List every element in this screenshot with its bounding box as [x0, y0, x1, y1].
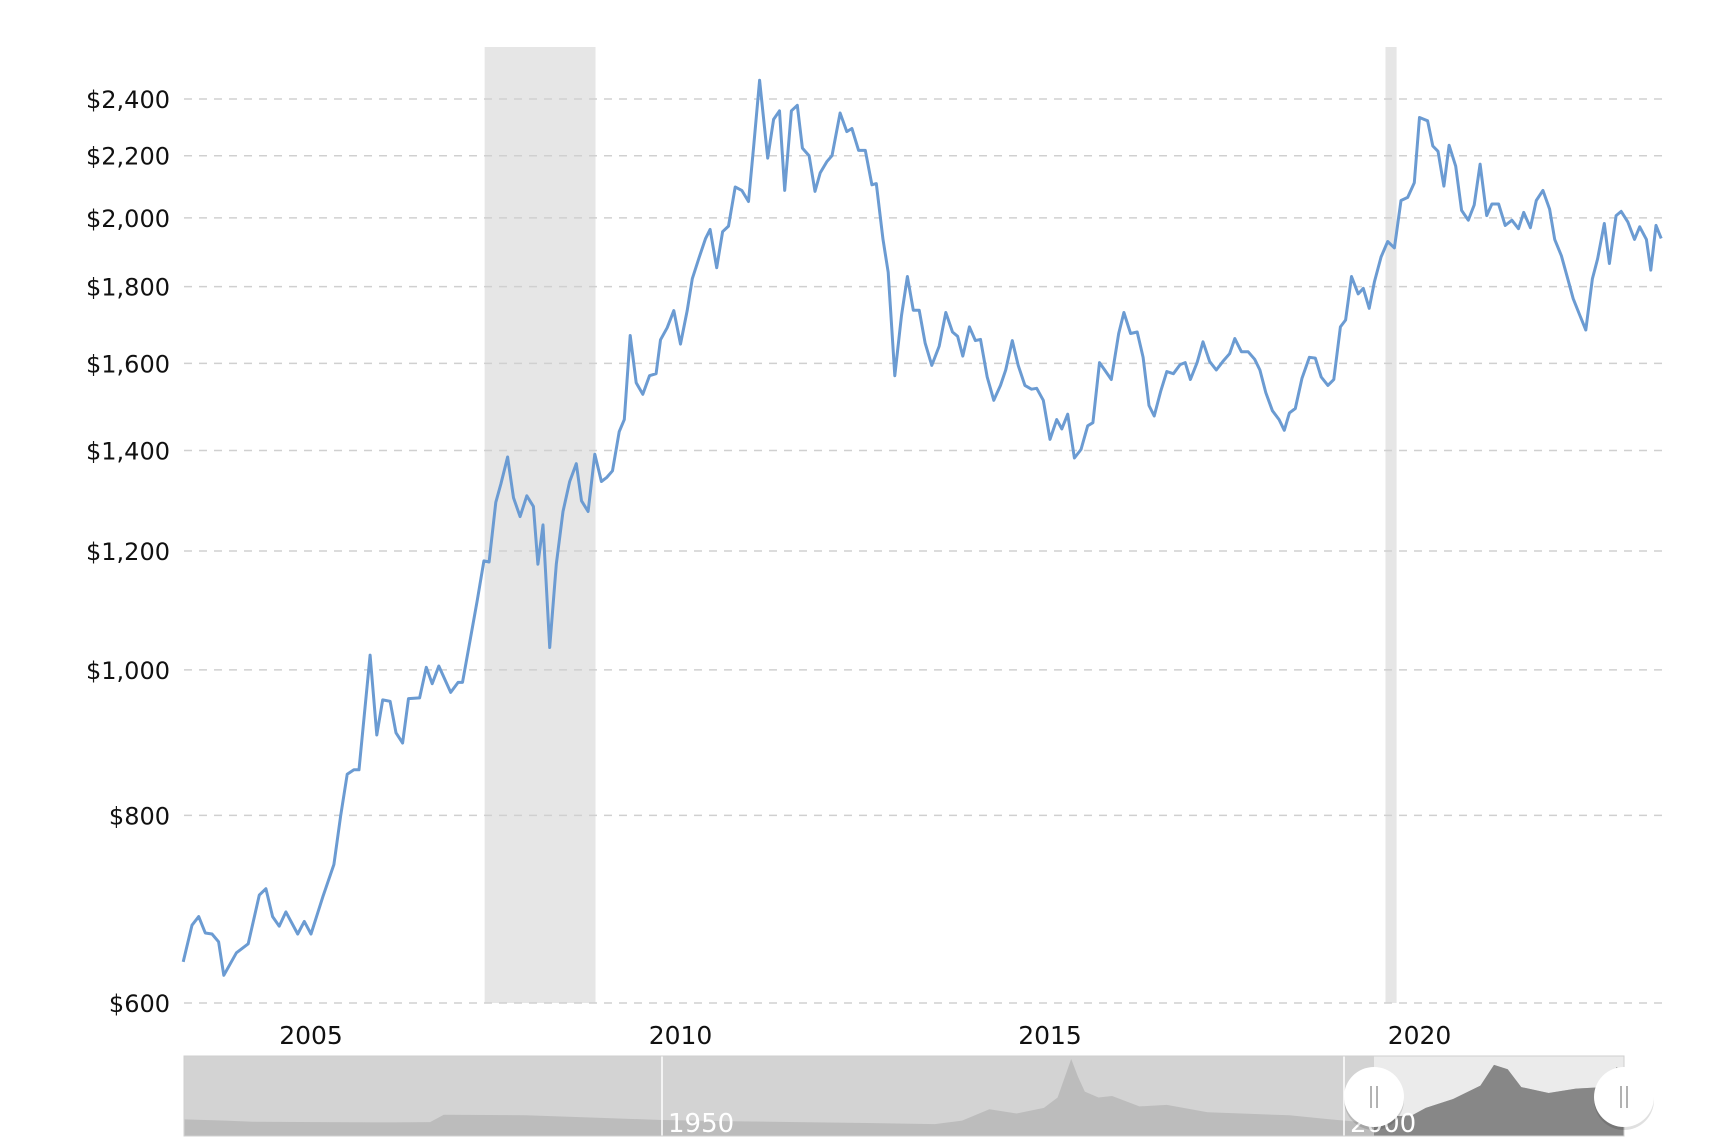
y-tick-label: $2,200 [86, 143, 170, 171]
navigator-left-handle[interactable] [1344, 1067, 1405, 1130]
y-tick-label: $1,400 [86, 437, 170, 465]
y-tick-label: $800 [109, 802, 170, 830]
recession-band [1385, 47, 1397, 1003]
x-tick-label: 2015 [1018, 1021, 1082, 1050]
x-axis-labels: 2005 2010 2015 2020 [279, 1021, 1451, 1050]
range-navigator: 19502000 [183, 1055, 1654, 1139]
y-tick-label: $600 [109, 990, 170, 1018]
x-tick-label: 2020 [1388, 1021, 1452, 1050]
recession-bands [484, 47, 1397, 1003]
price-line [181, 78, 1663, 977]
handle-circle [1594, 1067, 1654, 1127]
y-axis-labels: $600 $800 $1,000 $1,200 $1,400 $1,600 $1,800 $2… [86, 86, 170, 1018]
y-tick-label: $2,400 [86, 86, 170, 114]
y-tick-label: $1,200 [86, 538, 170, 566]
handle-circle [1344, 1067, 1405, 1127]
y-tick-label: $1,000 [86, 657, 170, 685]
navigator-selected-area [1374, 1064, 1624, 1136]
navigator-area [184, 1059, 1624, 1136]
x-tick-label: 2010 [649, 1021, 713, 1050]
gridlines [184, 98, 1664, 1004]
y-tick-label: $1,600 [86, 350, 170, 378]
x-tick-label: 2005 [279, 1021, 343, 1050]
y-tick-label: $2,000 [86, 205, 170, 233]
navigator-right-handle[interactable] [1594, 1067, 1654, 1130]
recession-band [484, 47, 596, 1003]
y-tick-label: $1,800 [86, 274, 170, 302]
price-series [181, 78, 1663, 977]
navigator-tick-label: 1950 [668, 1109, 734, 1139]
